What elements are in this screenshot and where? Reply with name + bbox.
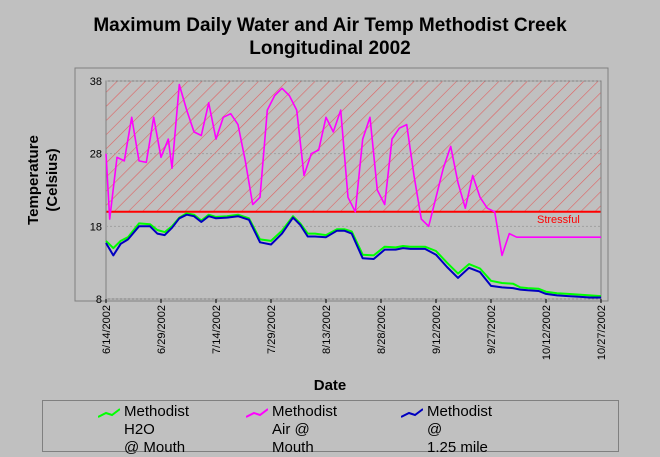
x-tick-label: 9/27/2002 <box>486 305 498 354</box>
x-axis-label: Date <box>313 377 347 394</box>
ylabel-line1: Temperature <box>25 135 42 225</box>
x-tick-label: 7/14/2002 <box>211 305 223 354</box>
x-tick-label: 9/12/2002 <box>431 305 443 354</box>
legend-label: Methodist H2O @ Mouth <box>124 403 190 456</box>
stressful-region <box>105 80 602 213</box>
x-tick-label: 6/29/2002 <box>156 305 168 354</box>
chart-title-line1: Maximum Daily Water and Air Temp Methodi… <box>93 15 567 36</box>
x-tick-label: 8/28/2002 <box>376 305 388 354</box>
chart-title: Maximum Daily Water and Air Temp Methodi… <box>0 14 660 60</box>
ylabel-line2: (Celsius) <box>44 148 61 211</box>
x-tick-label: 7/29/2002 <box>266 305 278 354</box>
legend: Methodist H2O @ Mouth Methodist Air @ Mo… <box>42 400 619 456</box>
plot-frame <box>105 80 602 300</box>
y-tick-label: 28 <box>90 149 102 161</box>
x-tick-label: 6/14/2002 <box>101 305 113 354</box>
x-tick-label: 10/27/2002 <box>596 305 608 360</box>
chart-title-line2: Longitudinal 2002 <box>249 38 411 59</box>
series-line-air-mouth <box>105 83 601 257</box>
y-tick-label: 38 <box>90 76 102 88</box>
x-tick-label: 8/13/2002 <box>321 305 333 354</box>
y-axis-label: Temperature (Celsius) <box>25 135 61 225</box>
legend-swatch-magenta <box>246 408 268 418</box>
series-line-125-mile <box>105 213 601 299</box>
x-tick-label: 10/12/2002 <box>541 305 553 360</box>
legend-label: Methodist Air @ Mouth <box>272 403 338 456</box>
y-tick-label: 18 <box>90 221 102 233</box>
legend-swatch-blue <box>401 408 423 418</box>
legend-label: Methodist @ 1.25 mile <box>427 403 493 456</box>
chart-svg: 38 28 18 8 6/14/2002 6/29/2002 7/14/2002 7/29/… <box>25 67 609 360</box>
stress-label: Stressful <box>537 214 580 226</box>
legend-swatch-green <box>98 408 120 418</box>
y-tick-label: 8 <box>96 294 102 306</box>
